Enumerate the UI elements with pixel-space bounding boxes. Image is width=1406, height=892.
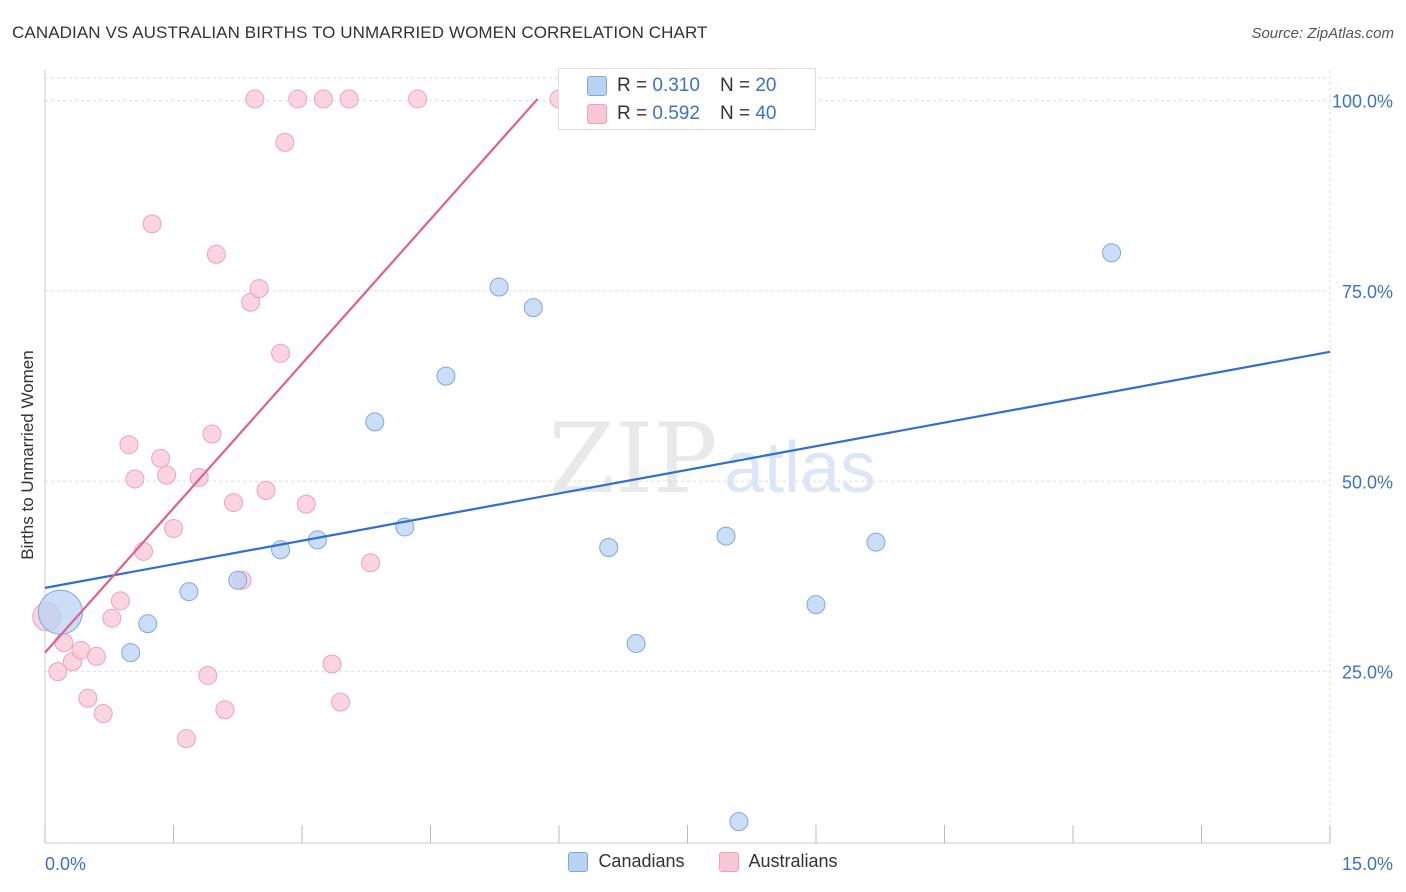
watermark-zip: ZIP	[548, 403, 717, 515]
canadians-legend-swatch	[568, 851, 589, 872]
tick-labels: 25.0% 50.0% 75.0% 100.0% 0.0% 15.0%	[45, 91, 1393, 874]
y-tick-label: 25.0%	[1342, 663, 1393, 683]
watermark: ZIP atlas	[548, 403, 876, 515]
canadians-point	[436, 366, 456, 386]
canadians-point	[716, 526, 736, 546]
australians-point	[78, 688, 98, 708]
correlation-row-australians: R = 0.592 N = 40	[587, 101, 776, 127]
australians-point	[202, 424, 222, 444]
canadians-point	[729, 812, 749, 832]
legend-item-canadians[interactable]: Canadians	[568, 851, 685, 872]
correlation-legend: R = 0.310 N = 20 R = 0.592 N = 40	[558, 68, 816, 130]
australians-point	[271, 343, 291, 363]
australians-point	[125, 469, 145, 489]
legend-label-australians: Australians	[748, 851, 838, 871]
australians-point	[86, 646, 106, 666]
r-label: R =	[617, 75, 648, 96]
canadians-point	[866, 532, 886, 552]
australians-point	[176, 729, 196, 749]
canadians-point	[228, 570, 248, 590]
canadians-point	[37, 589, 83, 635]
australians-point	[93, 704, 113, 724]
n-value: 20	[755, 75, 777, 96]
n-label: N =	[719, 103, 751, 124]
australians-point	[134, 541, 154, 561]
australians-point	[206, 244, 226, 264]
y-tick-label: 75.0%	[1342, 282, 1393, 302]
watermark-atlas: atlas	[724, 428, 876, 508]
n-value: 40	[755, 103, 777, 124]
australians-point	[119, 435, 139, 455]
y-tick-label: 50.0%	[1342, 472, 1393, 492]
canadians-point	[806, 595, 826, 615]
australians-point	[198, 665, 218, 685]
series-legend: Canadians Australians	[0, 851, 1406, 872]
r-value: 0.592	[652, 103, 700, 124]
australians-point	[157, 465, 177, 485]
australians-point	[245, 89, 265, 109]
australians-point	[339, 89, 359, 109]
n-label: N =	[719, 75, 751, 96]
canadians-point	[523, 298, 543, 318]
trend-lines	[44, 98, 1331, 654]
australians-swatch	[587, 104, 607, 124]
axes	[44, 70, 1331, 844]
australians-point	[256, 480, 276, 500]
canadians-points	[37, 87, 1122, 832]
australians-point	[313, 89, 333, 109]
australians-trend-line	[44, 98, 539, 654]
legend-label-canadians: Canadians	[598, 851, 685, 871]
australians-point	[241, 292, 261, 312]
chart-title: CANADIAN VS AUSTRALIAN BIRTHS TO UNMARRI…	[12, 23, 708, 42]
australians-legend-swatch	[718, 851, 739, 872]
source-label: Source: ZipAtlas.com	[1251, 25, 1394, 42]
australians-point	[142, 214, 162, 234]
canadians-point	[599, 538, 619, 558]
australians-point	[249, 279, 269, 299]
legend-item-australians[interactable]: Australians	[718, 851, 838, 872]
australians-point	[408, 89, 428, 109]
australians-point	[331, 692, 351, 712]
australians-point	[102, 608, 122, 628]
x-tick-label-min: 0.0%	[45, 854, 86, 874]
canadians-point	[489, 277, 509, 297]
australians-point	[151, 448, 171, 468]
australians-point	[275, 132, 295, 152]
x-tick-label-max: 15.0%	[1342, 854, 1393, 874]
australians-point	[110, 591, 130, 611]
australians-point	[361, 553, 381, 573]
australians-points	[32, 89, 569, 749]
r-label: R =	[617, 103, 648, 124]
australians-point	[215, 700, 235, 720]
australians-point	[296, 494, 316, 514]
australians-point	[223, 493, 243, 513]
y-tick-label: 100.0%	[1332, 91, 1393, 111]
canadians-point	[121, 643, 141, 663]
canadians-point	[626, 633, 646, 653]
australians-point	[322, 654, 342, 674]
australians-point	[288, 89, 308, 109]
canadians-swatch	[587, 76, 607, 96]
australians-point	[54, 633, 74, 653]
canadians-point	[365, 412, 385, 432]
canadians-point	[138, 614, 158, 634]
canadians-trend-line	[44, 350, 1331, 589]
correlation-row-canadians: R = 0.310 N = 20	[587, 73, 776, 99]
r-value: 0.310	[652, 75, 700, 96]
canadians-point	[1102, 243, 1122, 263]
canadians-point	[179, 582, 199, 602]
australians-point	[164, 518, 183, 538]
australians-point	[48, 662, 68, 682]
